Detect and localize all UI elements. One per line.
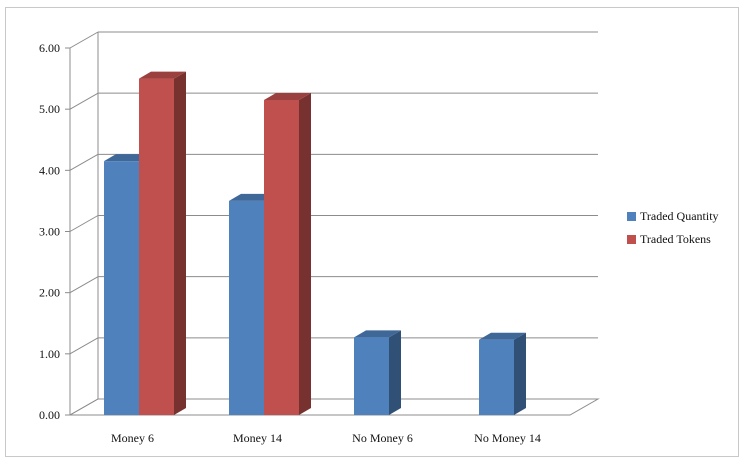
bar-side [514,332,526,415]
bar-side [299,92,311,415]
bar-top [264,92,311,100]
x-category-label: No Money 6 [352,431,413,445]
legend-swatch [627,212,636,221]
y-tick-label: 5.00 [39,102,60,116]
y-tick-label: 3.00 [39,225,60,239]
gridline-side [69,153,99,171]
gridline-side [69,31,99,49]
gridline-side [69,92,99,110]
legend-swatch [627,235,636,244]
bar [139,71,186,415]
bar-front [479,339,514,415]
bar [354,330,401,415]
y-axis-tick-labels: 0.00 1.00 2.00 3.00 4.00 5.00 6.00 [39,41,60,422]
x-category-label: Money 6 [111,431,154,445]
bar [479,332,526,415]
bar-side [174,71,186,415]
x-category-label: Money 14 [233,431,282,445]
bar-front [229,200,264,415]
bar-top [354,330,401,338]
bar [264,92,311,415]
gridline-side [69,276,99,294]
legend-label: Traded Tokens [640,232,711,246]
gridline-side [69,215,99,232]
legend-label: Traded Quantity [640,209,719,223]
x-axis-category-labels: Money 6 Money 14 No Money 6 No Money 14 [111,431,541,445]
bar-front [104,161,139,415]
x-category-label: No Money 14 [474,431,541,445]
gridline-side [69,337,99,355]
legend: Traded Quantity Traded Tokens [627,209,719,246]
bar-top [139,71,186,79]
bars [104,71,526,416]
gridline-side [69,398,99,416]
y-tick-label: 4.00 [39,163,60,177]
y-tick-label: 0.00 [39,408,60,422]
y-tick-label: 6.00 [39,41,60,55]
y-tick-label: 2.00 [39,286,60,300]
bar-front [354,337,389,415]
bar-top [479,332,526,340]
bar-front [264,99,299,415]
bar-front [139,78,174,415]
y-tick-label: 1.00 [39,347,60,361]
bar-side [389,330,401,415]
